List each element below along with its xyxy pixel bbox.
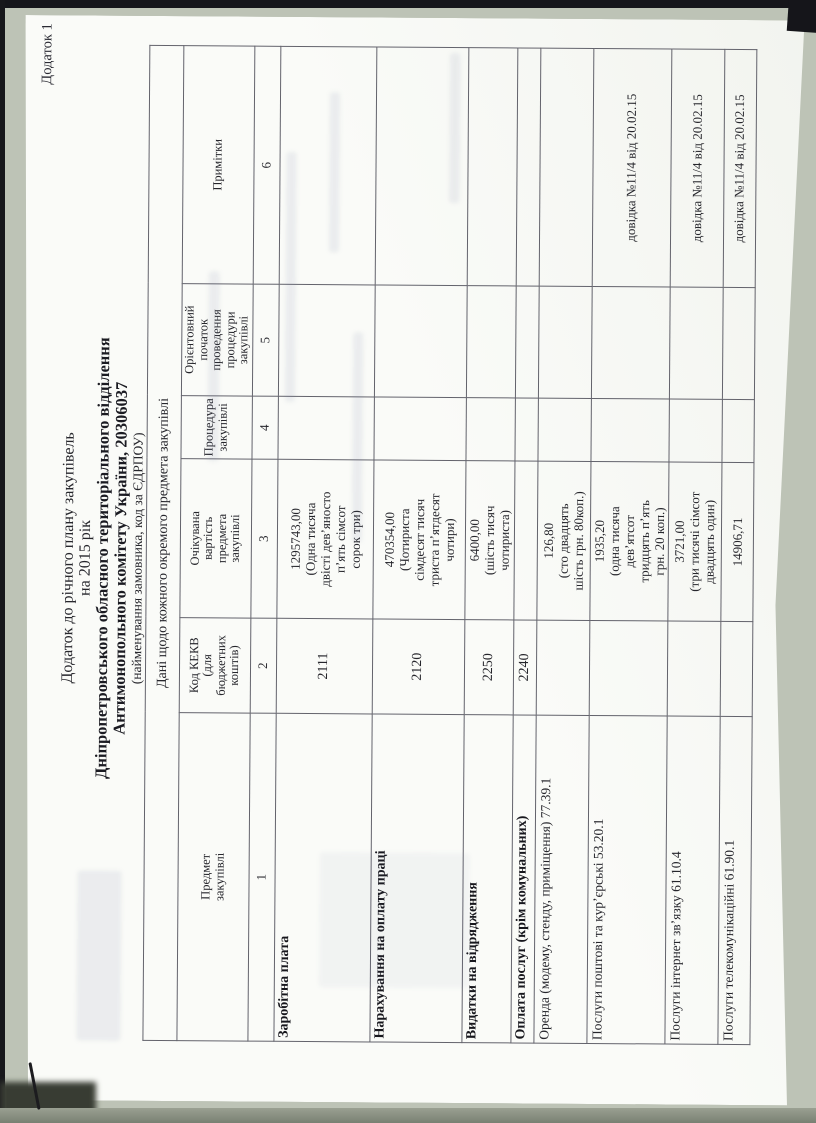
ghost-smudge <box>285 152 297 402</box>
subject-cell: Послуги поштові та кур’єрські 53.20.1 <box>586 715 666 1044</box>
start-date-cell <box>591 286 670 399</box>
column-header-notes: Примітки <box>182 46 254 285</box>
value-cell <box>513 461 537 620</box>
kekv-cell: 2240 <box>513 620 537 715</box>
value-cell: 126,80 (сто двадцять шість грн. 80коп.) <box>536 461 590 620</box>
table-row: Оренда (модему, стенду, приміщення) 77.3… <box>533 48 593 1043</box>
start-date-cell <box>466 286 516 398</box>
value-cell: 14906,71 <box>720 462 753 621</box>
subject-cell: Послуги інтернет зв’язку 61.10.4 <box>664 716 719 1044</box>
value-cell: 470354,00 (Чотириста сімдесят тисяч трис… <box>372 460 465 620</box>
ghost-smudge <box>207 271 219 461</box>
ghost-smudge <box>329 92 340 252</box>
scanner-bed-bottom <box>0 1108 816 1123</box>
ghost-smudge <box>319 852 470 988</box>
kekv-cell: 2250 <box>464 620 514 715</box>
procedure-cell <box>514 398 537 461</box>
scanner-corner-dark <box>786 0 816 34</box>
subject-cell: Послуги телекомунікаційні 61.90.1 <box>717 716 751 1044</box>
document-page: Додаток 1 Додаток до річного плану закуп… <box>18 15 811 1105</box>
subject-cell: Оплата послуг (крім комунальних) <box>510 715 535 1043</box>
column-number: 1 <box>247 713 275 1041</box>
column-number: 2 <box>250 618 277 713</box>
kekv-cell <box>536 620 590 715</box>
kekv-cell: 2120 <box>372 619 465 715</box>
ghost-smudge <box>76 870 121 1040</box>
notes-cell <box>539 48 594 286</box>
kekv-cell <box>667 621 721 716</box>
value-cell: 6400,00 (шість тисяч чотириста) <box>464 461 514 620</box>
table-row: Послуги інтернет зв’язку 61.10.4 3721,00… <box>664 49 724 1044</box>
procedure-cell <box>373 397 465 461</box>
column-number: 5 <box>252 284 279 396</box>
value-cell: 1935,20 (одна тисяча дев’ятсот тридцять … <box>589 461 668 621</box>
appendix-label: Додаток 1 <box>39 23 56 85</box>
table-row: Послуги телекомунікаційні 61.90.1 14906,… <box>717 49 756 1044</box>
notes-cell: довідка №11/4 від 20.02.15 <box>670 49 725 287</box>
notes-cell <box>516 48 541 286</box>
scanner-edge-top <box>0 0 816 8</box>
procedure-cell <box>465 398 514 461</box>
start-date-cell <box>722 287 755 399</box>
notes-cell: довідка №11/4 від 20.02.15 <box>723 49 757 287</box>
ghost-smudge <box>352 332 363 542</box>
start-date-cell <box>538 286 592 398</box>
table-header-row: Предмет закупівлі Код КЕКВ (для бюджетни… <box>177 46 254 1041</box>
scanner-edge-left <box>0 0 5 1123</box>
column-header-kekv: Код КЕКВ (для бюджетних коштів) <box>179 618 250 713</box>
column-number: 6 <box>253 46 281 284</box>
column-number: 3 <box>250 459 277 618</box>
kekv-cell: 2111 <box>276 618 373 714</box>
notes-cell <box>467 48 518 286</box>
column-header-expected-value: Очікувана вартість предмета закупівлі <box>180 459 252 618</box>
column-number: 4 <box>251 396 277 459</box>
procedure-cell <box>668 399 721 462</box>
kekv-cell <box>589 620 668 716</box>
start-date-cell <box>374 285 467 398</box>
start-date-cell <box>515 286 539 398</box>
value-cell: 3721,00 (три тисячі сімсот двадцять один… <box>667 462 721 621</box>
procedure-cell <box>721 399 753 462</box>
table-row: Послуги поштові та кур’єрські 53.20.1 19… <box>586 48 671 1044</box>
table-row: Видатки на відрядження 2250 6400,00 (шіс… <box>461 48 517 1043</box>
notes-cell: довідка №11/4 від 20.02.15 <box>592 48 672 287</box>
start-date-cell <box>669 287 723 399</box>
procedure-cell <box>590 398 668 462</box>
procedure-cell <box>537 398 590 461</box>
kekv-cell <box>720 621 753 716</box>
ghost-smudge <box>449 53 460 203</box>
column-header-subject: Предмет закупівлі <box>177 713 250 1041</box>
subject-cell: Оренда (модему, стенду, приміщення) 77.3… <box>533 715 588 1043</box>
